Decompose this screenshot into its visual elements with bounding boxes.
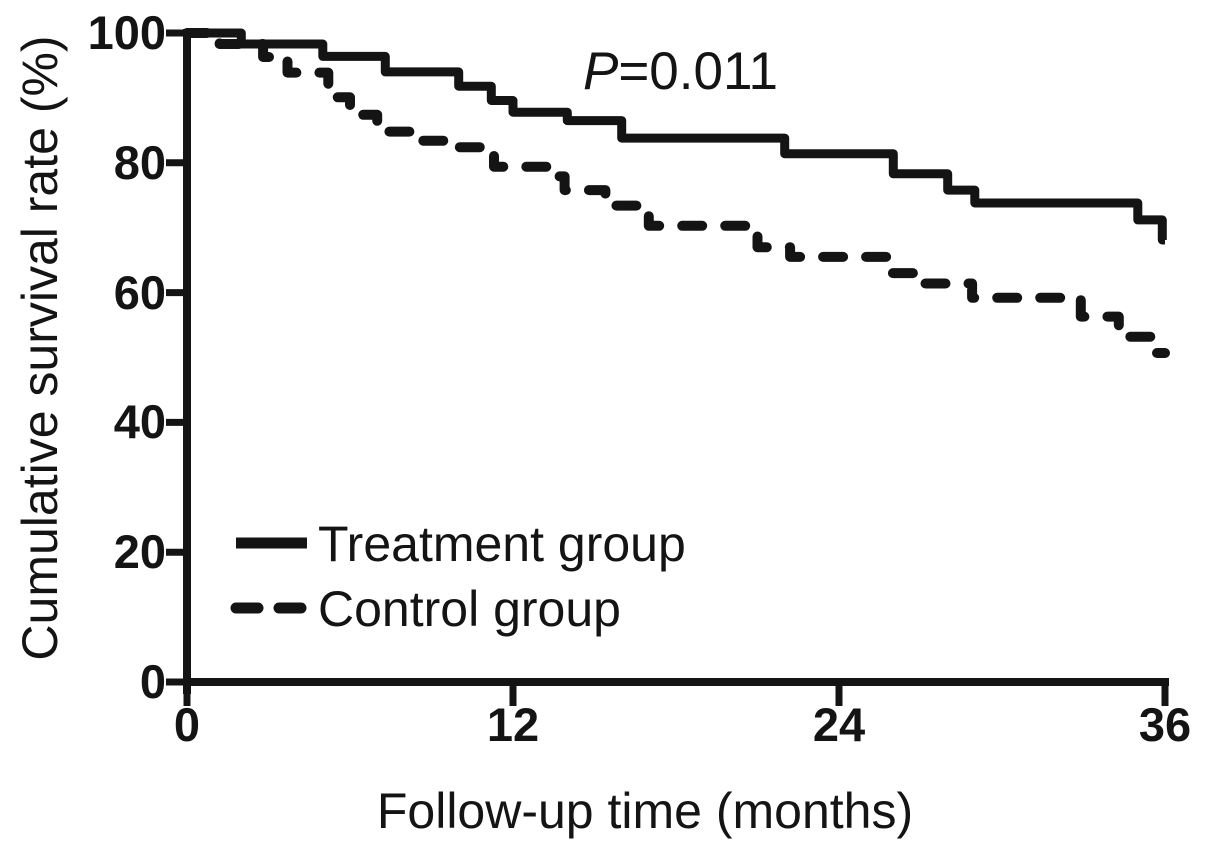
- y-tick-label-100: 100: [87, 6, 166, 59]
- x-tick-label-36: 36: [1138, 698, 1192, 751]
- x-tick-label-12: 12: [486, 698, 540, 751]
- x-tick-label-24: 24: [812, 698, 866, 751]
- p-value-text: =0.011: [618, 42, 779, 101]
- y-tick-label-0: 0: [139, 655, 166, 708]
- y-tick-label-20: 20: [113, 525, 166, 579]
- y-axis-title: Cumulative survival rate (%): [12, 35, 68, 661]
- y-tick-label-60: 60: [113, 265, 166, 319]
- y-tick-label-80: 80: [113, 135, 166, 189]
- p-symbol: P: [583, 42, 619, 101]
- p-value-annotation: P=0.011: [583, 42, 778, 102]
- legend-label-treatment: Treatment group: [318, 516, 686, 572]
- x-axis-title: Follow-up time (months): [376, 783, 914, 839]
- x-tick-label-0: 0: [173, 698, 201, 751]
- y-tick-label-40: 40: [113, 395, 166, 449]
- control-curve: [182, 28, 1170, 358]
- legend-label-control: Control group: [318, 581, 621, 637]
- treatment-curve: [187, 28, 1167, 245]
